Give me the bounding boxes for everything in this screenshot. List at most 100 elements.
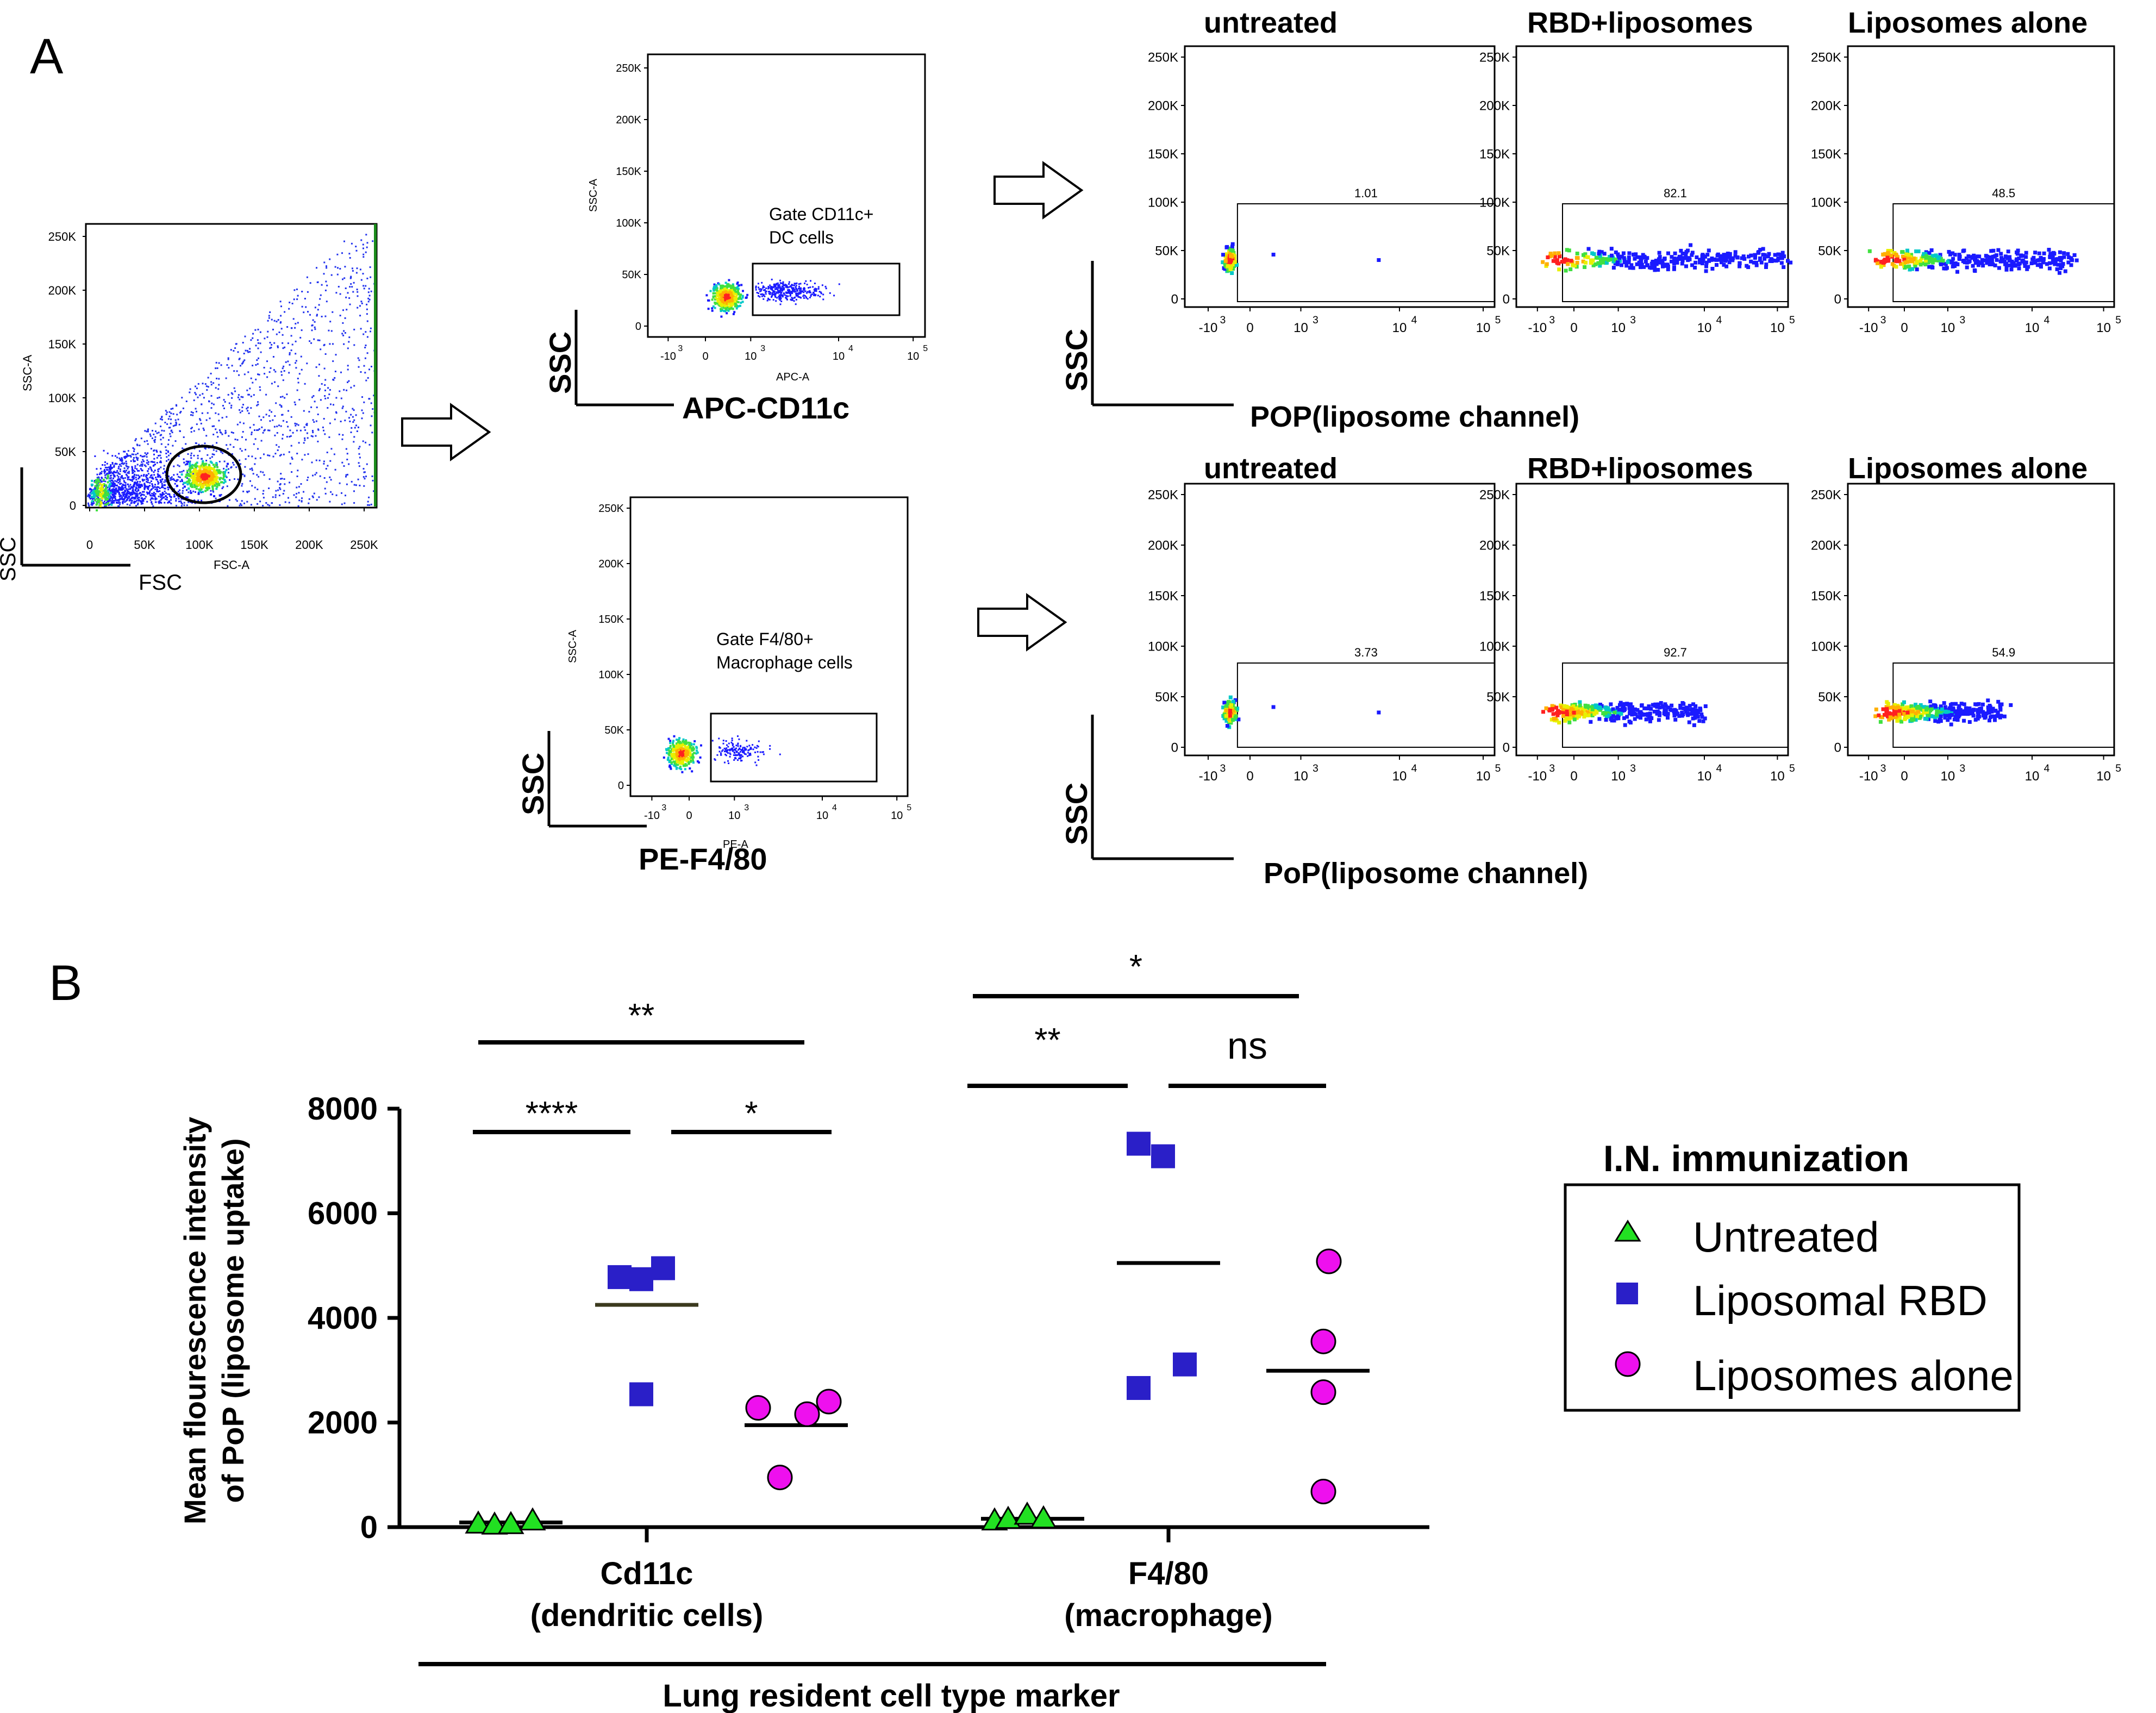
cell-dot <box>670 748 673 751</box>
cell-dot <box>773 286 775 289</box>
cell-dot <box>758 295 759 297</box>
cell-dot <box>817 295 819 297</box>
cell-dot <box>149 433 151 435</box>
cell-dot <box>1223 261 1227 266</box>
cell-dot <box>339 268 341 270</box>
cell-dot <box>735 754 738 756</box>
arrow-right-icon <box>401 403 491 461</box>
cell-dot <box>271 411 272 413</box>
y-tick-label: 0 <box>618 780 624 792</box>
cell-dot <box>803 289 805 291</box>
cell-dot <box>729 749 731 752</box>
cell-dot <box>668 750 671 753</box>
cell-dot <box>199 419 202 421</box>
cell-dot <box>288 410 289 412</box>
cell-dot <box>2007 263 2011 267</box>
cell-dot <box>368 398 370 400</box>
cell-dot <box>786 286 789 289</box>
cell-dot <box>107 474 109 477</box>
cell-dot <box>342 309 344 311</box>
cell-dot <box>193 399 195 402</box>
cell-dot <box>296 486 298 489</box>
cell-dot <box>672 742 674 745</box>
cell-dot <box>91 489 93 491</box>
cell-dot <box>264 373 266 375</box>
cell-dot <box>158 455 160 457</box>
cell-dot <box>119 502 121 504</box>
cell-dot <box>738 754 740 756</box>
cell-dot <box>99 487 102 490</box>
cell-dot <box>675 749 678 752</box>
cell-dot <box>209 470 211 473</box>
cell-dot <box>684 763 687 765</box>
cell-dot <box>716 287 718 290</box>
cell-dot <box>234 478 235 480</box>
cell-dot <box>778 287 780 289</box>
cell-dot <box>688 761 690 764</box>
cell-dot <box>178 455 180 457</box>
cell-dot <box>205 460 208 461</box>
cell-dot <box>141 461 143 463</box>
cell-dot <box>367 297 370 299</box>
cell-dot <box>156 486 158 489</box>
cell-dot <box>271 318 273 321</box>
cell-dot <box>136 452 139 454</box>
cell-dot <box>714 287 716 290</box>
cell-dot <box>1733 254 1738 258</box>
cell-dot <box>1905 248 1909 253</box>
cell-dot <box>763 751 764 753</box>
cell-dot <box>764 295 766 297</box>
cell-dot <box>126 492 128 495</box>
cell-dot <box>147 479 149 482</box>
cell-dot <box>790 293 791 296</box>
cell-dot <box>698 761 700 764</box>
cell-dot <box>172 425 174 427</box>
cell-dot <box>188 482 191 484</box>
cell-dot <box>134 489 136 491</box>
cell-dot <box>136 443 138 446</box>
cell-dot <box>181 503 183 505</box>
cell-dot <box>671 754 673 757</box>
cell-dot <box>96 502 98 505</box>
cell-dot <box>182 487 184 489</box>
cell-dot <box>291 457 293 459</box>
cell-dot <box>690 760 692 763</box>
cell-dot <box>791 284 793 286</box>
cell-dot <box>670 753 673 755</box>
cell-dot <box>323 477 326 479</box>
cell-dot <box>356 430 358 432</box>
y-tick-label: 150K <box>1479 147 1510 161</box>
cell-dot <box>324 487 326 490</box>
cell-dot <box>164 490 166 492</box>
cell-dot <box>185 496 188 498</box>
cell-dot <box>109 472 111 474</box>
cell-dot <box>96 482 98 484</box>
cell-dot <box>791 292 793 295</box>
cell-dot <box>296 298 298 301</box>
cell-dot <box>138 497 140 499</box>
cell-dot <box>230 404 233 407</box>
cell-dot <box>108 504 110 507</box>
cell-dot <box>351 427 353 429</box>
cell-dot <box>779 286 781 288</box>
cell-dot <box>180 505 183 507</box>
cell-dot <box>350 276 352 278</box>
cell-dot <box>139 485 141 487</box>
cell-dot <box>152 478 154 480</box>
cell-dot <box>215 476 217 478</box>
cell-dot <box>111 501 114 503</box>
x-tick-label: 0 <box>1246 321 1253 335</box>
cell-dot <box>1766 254 1770 259</box>
cell-dot <box>241 504 242 507</box>
cell-dot <box>730 749 733 751</box>
cell-dot <box>727 760 729 762</box>
cell-dot <box>1627 251 1632 255</box>
cell-dot <box>252 333 254 335</box>
cell-dot <box>732 750 734 752</box>
cell-dot <box>170 496 172 498</box>
cell-dot <box>135 479 138 481</box>
cell-dot <box>358 447 360 449</box>
cell-dot <box>696 760 699 762</box>
arrow-right-icon <box>977 593 1067 652</box>
cell-dot <box>207 483 210 486</box>
